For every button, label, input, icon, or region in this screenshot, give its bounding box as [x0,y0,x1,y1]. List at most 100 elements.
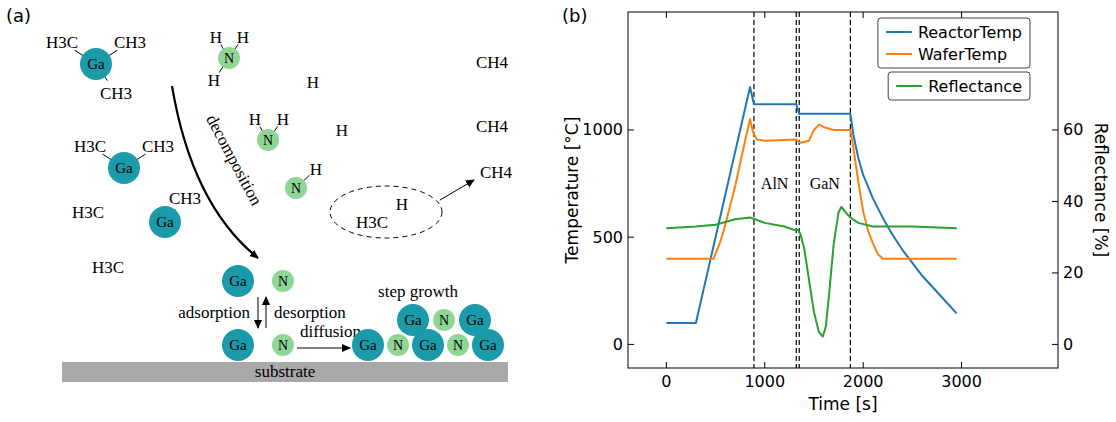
y2-tick-label: 40 [1063,192,1083,211]
species: H3C [356,213,388,232]
legend-box [878,18,1030,68]
process-label: desorption [274,303,346,322]
n-atom [447,334,469,356]
atom-label: Ga [466,312,484,328]
arrow [266,297,267,328]
x-tick [863,362,864,368]
ligand: H3C [74,137,106,156]
atom-label: N [393,338,403,353]
series-line [666,207,956,337]
x-tick-label: 1000 [744,372,785,391]
y2-tick [1052,129,1058,130]
x-tick-label: 3000 [941,372,982,391]
atom-label: Ga [419,337,437,353]
figure: (a)(b)GaH3CCH3CH3NHHHNHHGaH3CCH3NHGaCH3C… [0,0,1116,422]
y2-tick [1052,272,1058,273]
y-tick-label: 500 [592,228,623,247]
legend-swatch [886,53,912,55]
atom-label: Ga [115,160,133,176]
x-axis-title: Time [s] [807,394,877,414]
plot-frame [628,12,1058,368]
atom-label: N [278,338,288,353]
phase-line [850,12,851,368]
atom-label: N [291,181,301,196]
y2-tick-label: 0 [1063,335,1073,354]
process-label: decomposition [202,111,266,209]
y2-tick-label: 60 [1063,120,1083,139]
n-atom [272,270,294,292]
species: H3C [92,258,124,277]
n-atom [218,47,240,69]
ligand: H3C [46,33,78,52]
species: CH4 [476,117,509,136]
x-tick [764,12,765,18]
atom-label: N [263,133,273,148]
series-line [666,87,956,323]
legend-label: WaferTemp [918,45,1007,64]
substrate [62,362,508,382]
species: H [307,73,319,92]
y2-tick [1052,344,1058,345]
ga-atom [472,329,504,361]
ga-atom [352,329,384,361]
ga-atom [149,206,181,238]
species: H3C [72,203,104,222]
y-tick [628,129,634,130]
ligand: H [277,110,289,129]
y2-tick-label: 20 [1063,263,1083,282]
panel-label: (a) [6,5,31,26]
x-tick [764,362,765,368]
x-tick [863,12,864,18]
legend-label: ReactorTemp [918,23,1022,42]
phase-line [753,12,754,368]
substrate-label: substrate [255,362,315,381]
n-atom [433,309,455,331]
x-tick [961,362,962,368]
legend: Reflectance [888,72,1030,100]
y-tick [628,344,634,345]
x-tick-label: 2000 [843,372,884,391]
phase-line [796,12,797,368]
ligand: CH3 [142,137,174,156]
species: H [336,121,348,140]
legend-swatch [896,85,922,87]
ligand: H [210,28,222,47]
n-atom [272,334,294,356]
y-tick-label: 1000 [582,120,623,139]
legend-swatch [886,31,912,33]
y2-axis-title: Reflectance [%] [1091,123,1111,258]
chart: 0100020003000050010000204060Time [s]Temp… [562,12,1111,414]
arrow [297,348,350,349]
species: CH4 [480,163,513,182]
y-tick [628,237,634,238]
ligand: CH3 [114,33,146,52]
ligand: CH3 [169,189,201,208]
legend-label: Reflectance [928,77,1022,96]
ligand: H [208,71,220,90]
series-line [666,119,956,258]
atom-label: N [453,338,463,353]
diagram: GaH3CCH3CH3NHHHNHHGaH3CCH3NHGaCH3CH4HHCH… [46,28,513,383]
atom-label: N [224,51,234,66]
process-label: diffusion [300,322,362,341]
n-atom [285,177,307,199]
annotation: AlN [761,175,789,192]
ligand: H [249,110,261,129]
legend: ReactorTemp WaferTemp [878,18,1030,68]
y2-tick [1052,201,1058,202]
ligand: H [237,28,249,47]
atom-label: Ga [87,56,105,72]
atom-label: Ga [229,337,247,353]
process-label: adsorption [178,303,250,322]
ga-atom [80,48,112,80]
atom-label: Ga [404,312,422,328]
atom-label: N [278,274,288,289]
ga-atom [412,329,444,361]
x-tick-label: 0 [661,372,671,391]
arrow [440,180,474,200]
ligand: CH3 [100,84,132,103]
ligand: H [310,160,322,179]
atom-label: N [439,313,449,328]
y-axis-title: Temperature [°C] [562,117,582,265]
x-tick [961,12,962,18]
